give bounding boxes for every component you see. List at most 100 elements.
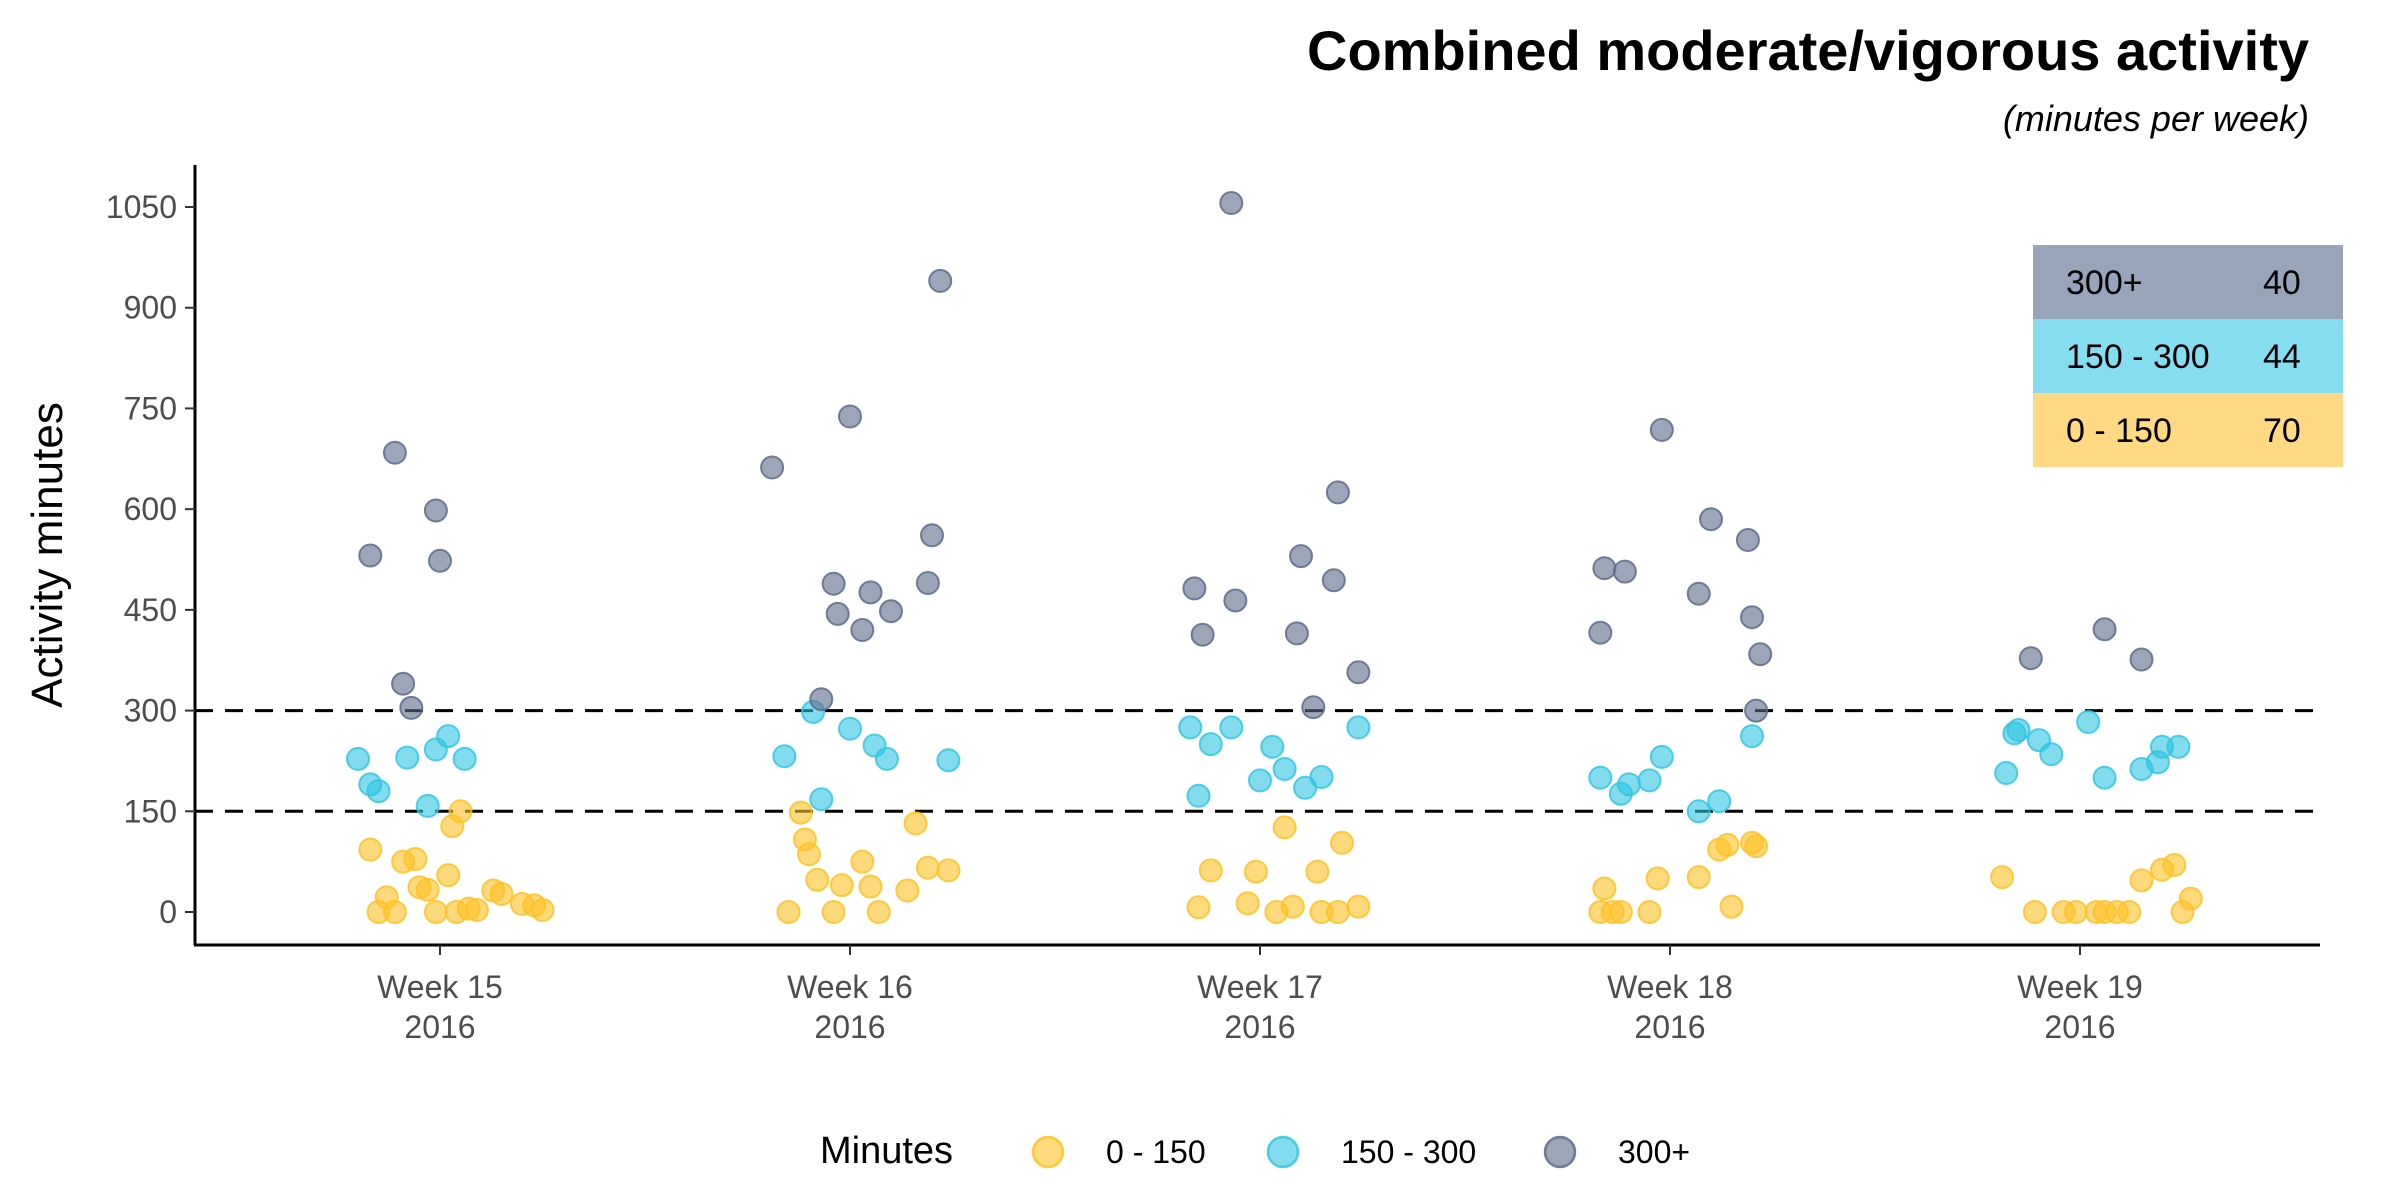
data-point [1994,761,2019,785]
data-point [1715,832,1740,857]
x-ticks: Week 15 2016 Week 16 2016 Week 17 2016 Week 18… [377,945,2143,1045]
y-axis-label: Activity minutes [23,402,72,708]
summary-row-bg [2033,393,2343,467]
data-point [358,837,383,862]
data-point [1744,698,1769,723]
reference-lines [195,709,2320,813]
data-point [1740,724,1764,749]
data-point [1748,642,1773,667]
data-point [879,599,903,624]
data-point [874,746,899,771]
data-point [391,671,416,696]
data-point [1219,191,1244,215]
y-tick-label: 900 [124,290,177,326]
summary-row-count: 44 [2263,338,2301,376]
data-point [452,746,477,771]
data-point [821,900,846,924]
legend-key [1543,1135,1577,1169]
data-point [1719,894,1744,919]
legend-key [1031,1135,1065,1169]
data-point [1235,891,1260,916]
x-tick-label-year: 2016 [2044,1009,2115,1045]
y-tick-label: 0 [159,894,177,930]
x-tick-label: Week 15 [377,969,503,1005]
x-tick-label-year: 2016 [814,1009,885,1045]
summary-table: 300+ 40 150 - 300 44 0 - 150 70 [2033,245,2343,467]
data-point [1735,528,1760,552]
data-point [1617,772,1641,797]
data-point [1645,866,1670,891]
data-point [489,881,514,906]
axes [193,165,2320,947]
series-300+ [358,191,2154,723]
data-point [1686,581,1711,606]
data-point [1223,588,1248,613]
data-point [936,858,961,883]
data-point [1637,768,1662,793]
data-point [2166,734,2191,759]
data-point [788,800,813,825]
summary-row-label: 300+ [2066,264,2143,302]
data-point [1330,830,1354,855]
data-point [1219,715,1244,740]
data-point [2063,900,2088,924]
x-tick-label-year: 2016 [1224,1009,1295,1045]
data-points [346,191,2203,924]
data-point [1588,620,1613,645]
data-point [1186,783,1211,808]
chart-subtitle: (minutes per week) [2002,98,2309,139]
data-point [1321,568,1346,593]
data-point [395,745,420,770]
data-point [821,571,846,596]
summary-row-bg [2033,319,2343,393]
data-point [1198,732,1223,757]
data-point [1260,734,1285,759]
data-point [805,867,830,892]
y-ticks: 0 150 300 450 600 750 900 1050 [106,189,195,930]
data-point [1990,865,2015,890]
legend-label: 150 - 300 [1341,1134,1476,1170]
data-point [530,898,555,922]
data-point [1186,895,1211,920]
data-point [2022,900,2047,924]
summary-row-label: 150 - 300 [2066,338,2210,376]
summary-row-label: 0 - 150 [2066,412,2172,450]
data-point [1325,480,1350,505]
data-point [346,746,370,771]
data-point [1280,894,1305,919]
data-point [1637,900,1662,924]
data-point [1612,559,1637,584]
x-tick-label-year: 2016 [1634,1009,1705,1045]
data-point [1649,744,1674,769]
data-point [915,855,940,880]
y-tick-label: 300 [124,693,177,729]
data-point [2092,765,2117,790]
data-point [382,440,407,465]
data-point [772,744,797,769]
y-tick-label: 600 [124,491,177,527]
data-point [1190,622,1215,647]
series-150-300 [346,699,2191,824]
data-point [464,898,489,922]
data-point [1178,715,1203,740]
data-point [2006,718,2031,742]
y-tick-label: 750 [124,390,177,426]
x-tick-label: Week 17 [1197,969,1323,1005]
data-point [1686,865,1711,890]
data-point [920,523,944,548]
x-tick-label: Week 16 [787,969,913,1005]
data-point [366,779,391,804]
data-point [403,847,428,871]
data-point [850,618,875,642]
summary-row-bg [2033,245,2343,319]
legend-key [1266,1135,1300,1169]
summary-row-count: 70 [2263,412,2301,450]
data-point [1305,859,1330,884]
data-point [825,601,850,626]
data-point [2117,900,2142,924]
data-point [895,878,920,903]
data-point [1243,859,1268,884]
data-point [915,571,940,595]
data-point [1592,556,1617,581]
data-point [866,900,891,924]
